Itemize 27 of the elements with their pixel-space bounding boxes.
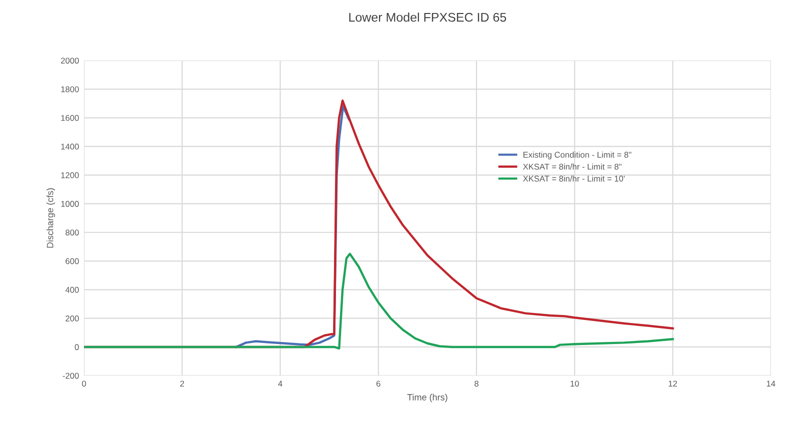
x-tick-label: 8 [474,380,478,387]
line-series [84,252,674,350]
y-tick-label: 1000 [61,200,79,207]
x-tick-label: 14 [766,380,776,387]
x-tick-label: 2 [180,380,184,387]
x-tick-label: 10 [570,380,579,387]
legend-label: XKSAT = 8in/hr - Limit = 10' [522,175,625,182]
y-tick-label: -200 [62,372,79,379]
y-tick-label: 2000 [61,58,79,64]
y-tick-label: 1600 [61,114,79,121]
x-tick-label: 0 [82,380,86,387]
legend-label: Existing Condition - Limit = 8" [523,152,632,160]
y-tick-label: 800 [66,230,79,236]
y-tick-label: 400 [65,286,79,293]
x-tick-label: 4 [278,380,282,387]
y-tick-label: 1800 [61,86,79,92]
y-tick-label: 1200 [61,172,79,178]
legend-label: XKSAT = 8in/hr - Limit = 8" [522,164,622,170]
x-tick-label: 12 [668,380,677,387]
y-tick-label: 1400 [61,144,79,150]
y-tick-label: 200 [66,316,79,322]
y-tick-label: 600 [66,258,79,264]
x-tick-label: 6 [376,380,380,387]
x-axis-title: Time (hrs) [407,394,448,402]
chart-title: Lower Model FPXSEC ID 65 [349,12,506,22]
y-tick-label: 0 [74,344,79,350]
y-axis-title: Discharge (cfs) [46,188,56,248]
